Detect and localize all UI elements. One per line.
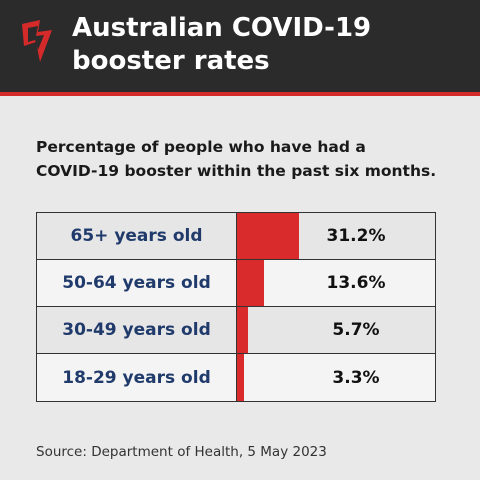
title-line-1: Australian COVID-19 bbox=[72, 13, 372, 43]
table-row: 18-29 years old 3.3% bbox=[37, 354, 435, 401]
table-row: 65+ years old 31.2% bbox=[37, 213, 435, 260]
subtitle-line-1: Percentage of people who have had a bbox=[36, 138, 366, 156]
bar-cell bbox=[237, 213, 435, 259]
data-label: 5.7% bbox=[332, 320, 380, 340]
bar bbox=[237, 307, 249, 353]
bar-chart-table: 65+ years old 31.2% 50-64 years old 13.6% 30… bbox=[36, 212, 436, 402]
category-label: 65+ years old bbox=[37, 213, 237, 259]
header-banner: Australian COVID-19 booster rates bbox=[0, 0, 480, 92]
table-row: 30-49 years old 5.7% bbox=[37, 307, 435, 354]
category-label: 30-49 years old bbox=[37, 307, 237, 353]
sbs-news-logo-icon bbox=[22, 20, 52, 62]
subtitle-line-2: COVID-19 booster within the past six mon… bbox=[36, 162, 437, 180]
category-label: 18-29 years old bbox=[37, 354, 237, 401]
bar-cell bbox=[237, 307, 435, 353]
bar bbox=[237, 354, 244, 401]
data-label: 13.6% bbox=[326, 273, 386, 293]
bar bbox=[237, 213, 299, 259]
chart-subtitle: Percentage of people who have had a COVI… bbox=[36, 135, 456, 183]
data-label: 3.3% bbox=[332, 367, 380, 388]
table-row: 50-64 years old 13.6% bbox=[37, 260, 435, 307]
bar bbox=[237, 260, 264, 306]
title-line-2: booster rates bbox=[72, 46, 270, 76]
bar-cell bbox=[237, 260, 435, 306]
bar-cell bbox=[237, 354, 435, 401]
data-label: 31.2% bbox=[326, 226, 386, 246]
source-note: Source: Department of Health, 5 May 2023 bbox=[36, 444, 327, 460]
header-accent-stripe bbox=[0, 92, 480, 96]
category-label: 50-64 years old bbox=[37, 260, 237, 306]
page-title: Australian COVID-19 booster rates bbox=[72, 12, 472, 78]
